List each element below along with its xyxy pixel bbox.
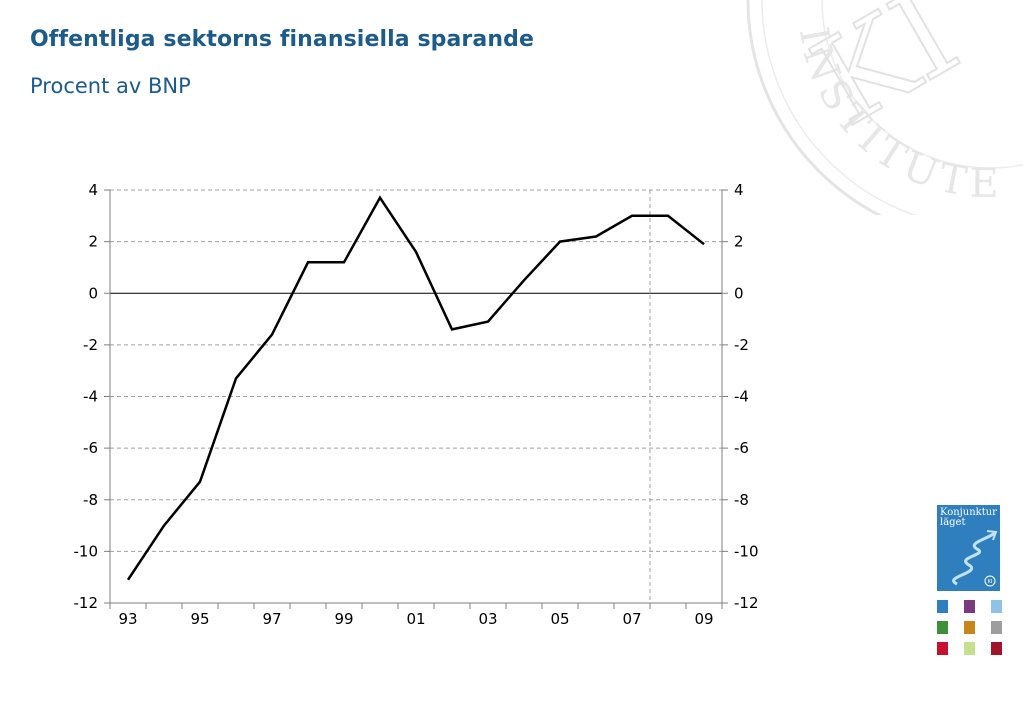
report-thumbnail [991,621,1002,634]
x-tick-label: 07 [622,610,641,628]
x-tick-label: 03 [478,610,497,628]
cover-title: Konjunktur läget [940,507,997,528]
y-tick-label-right: -6 [734,439,749,457]
x-tick-label: 01 [406,610,425,628]
institute-seal-watermark: INSTITUTET KI [740,0,1023,215]
x-tick-label: 93 [118,610,137,628]
cover-badge: KI [988,579,993,585]
x-tick-label: 95 [190,610,209,628]
chart-series [126,195,705,581]
series-line-0 [126,195,705,581]
y-tick-label-left: -2 [83,336,98,354]
y-tick-label-left: -4 [83,388,98,406]
y-tick-label-left: -10 [74,542,99,560]
chart-ticks [104,189,728,609]
slide-subtitle: Procent av BNP [30,74,191,98]
slide-title: Offentliga sektorns finansiella sparande [30,27,534,52]
y-tick-label-left: -8 [83,491,98,509]
report-thumbnail [964,600,975,613]
cover-graphic: KI [952,530,998,587]
x-tick-label: 05 [550,610,569,628]
y-tick-label-left: -6 [83,439,98,457]
y-tick-label-right: 4 [734,181,744,199]
report-thumbnail [937,642,948,655]
x-tick-label: 09 [694,610,713,628]
y-tick-label-right: -8 [734,491,749,509]
y-tick-label-right: -12 [734,594,759,612]
y-tick-label-right: -10 [734,542,759,560]
y-tick-label-left: 2 [88,233,98,251]
y-tick-label-left: 4 [88,181,98,199]
y-tick-label-right: 0 [734,284,744,302]
report-thumbnail [964,621,975,634]
y-tick-label-right: 2 [734,233,744,251]
report-thumbnail [991,600,1002,613]
report-thumbnail [937,621,948,634]
report-thumbnail [964,642,975,655]
y-tick-label-right: -4 [734,388,749,406]
x-tick-label: 97 [262,610,281,628]
chart-tick-labels: 4 4 2 2 0 0 -2 -2 -4 -4 -6 -6 -8 -8 -10 -10 -12 -12 93 95 97… [74,181,759,628]
x-tick-label: 99 [334,610,353,628]
y-tick-label-left: 0 [88,284,98,302]
report-cover-thumbnail: Konjunktur läget KI [937,505,1000,591]
y-tick-label-right: -2 [734,336,749,354]
y-tick-label-left: -12 [74,594,99,612]
report-thumbnail [937,600,948,613]
report-thumbnail [991,642,1002,655]
